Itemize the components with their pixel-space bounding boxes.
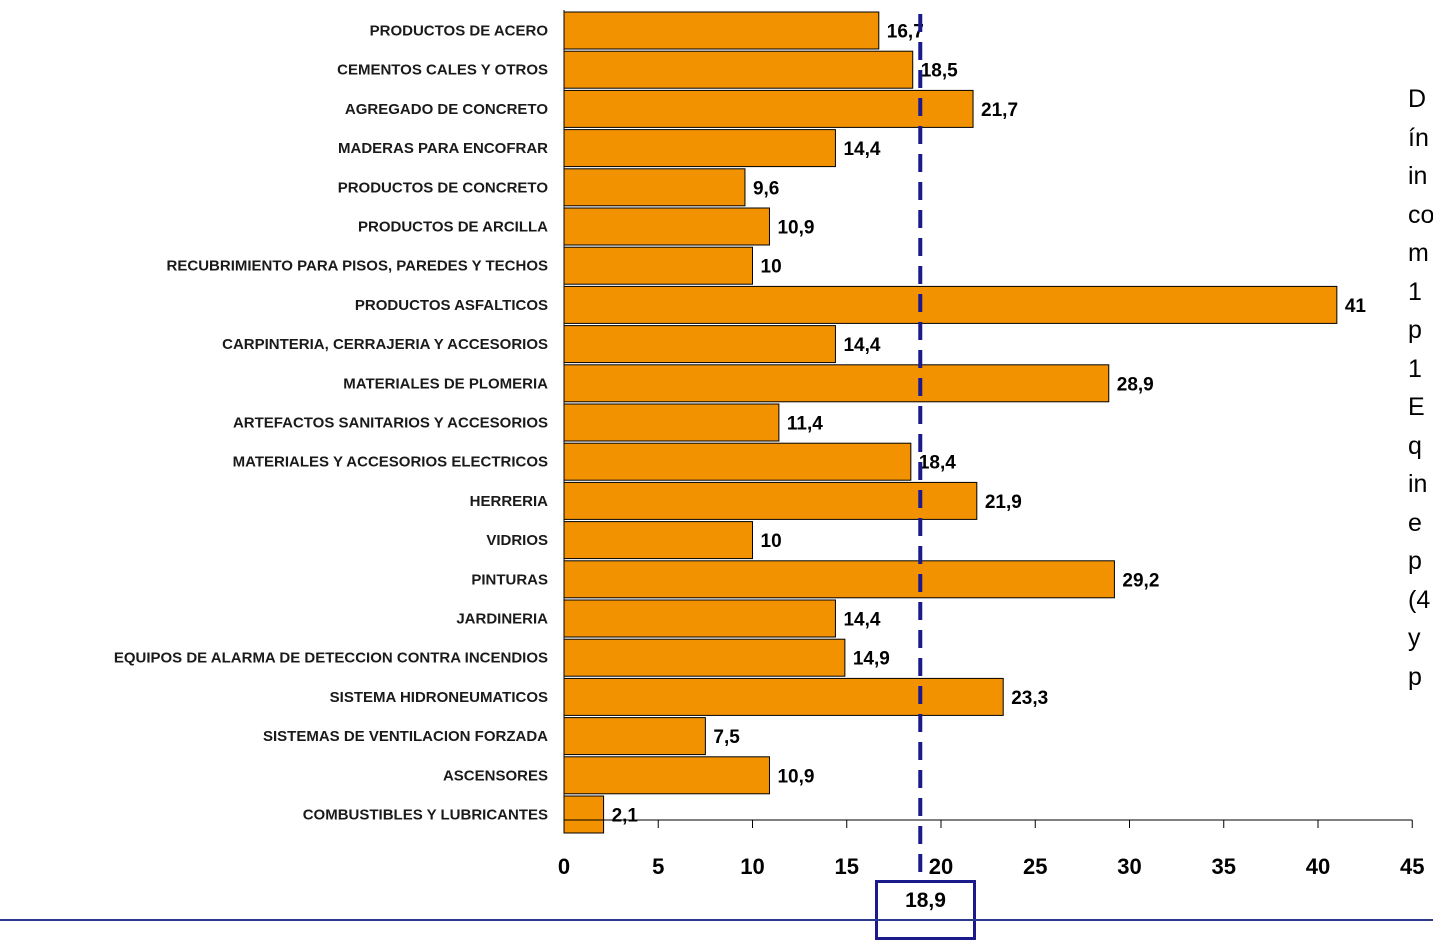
value-label: 7,5 (713, 727, 740, 748)
category-label: PRODUCTOS DE ARCILLA (358, 219, 548, 236)
category-label: MADERAS PARA ENCOFRAR (338, 140, 548, 157)
category-labels-group: PRODUCTOS DE ACERO CEMENTOS CALES Y OTROS… (114, 23, 549, 824)
category-label: SISTEMAS DE VENTILACION FORZADA (263, 728, 548, 745)
value-label: 21,7 (981, 100, 1018, 121)
category-label: COMBUSTIBLES Y LUBRICANTES (303, 807, 548, 824)
value-label: 16,7 (887, 22, 924, 43)
side-text-line: m (1408, 239, 1429, 267)
category-label: ASCENSORES (443, 767, 548, 784)
side-text-line: ín (1408, 123, 1429, 152)
value-label: 10 (761, 257, 782, 278)
category-label: PRODUCTOS DE ACERO (370, 23, 549, 40)
category-label: AGREGADO DE CONCRETO (345, 101, 548, 118)
value-label: 14,9 (853, 649, 890, 670)
bar (563, 717, 706, 756)
category-label: CEMENTOS CALES Y OTROS (337, 62, 548, 79)
bar (563, 521, 753, 560)
side-text-line: p (1408, 547, 1422, 575)
value-label: 10,9 (777, 766, 814, 787)
x-tick-label: 10 (740, 854, 764, 879)
bar (563, 442, 912, 481)
category-label: VIDRIOS (486, 532, 548, 549)
bar (563, 677, 1004, 716)
bar (563, 246, 753, 285)
value-label: 28,9 (1117, 374, 1154, 395)
x-tick-label: 45 (1400, 854, 1424, 879)
bar (563, 168, 746, 207)
bar (563, 50, 914, 89)
value-label: 18,5 (921, 61, 958, 82)
side-text-line: p (1408, 316, 1422, 344)
category-label: MATERIALES DE PLOMERIA (343, 375, 548, 392)
bars-group (563, 11, 1338, 834)
bar (563, 325, 836, 364)
x-tick-label: 30 (1117, 854, 1141, 879)
category-label: EQUIPOS DE ALARMA DE DETECCION CONTRA IN… (114, 650, 548, 667)
x-tick-label: 15 (835, 854, 859, 879)
value-label: 14,4 (843, 610, 880, 631)
category-label: PRODUCTOS DE CONCRETO (338, 179, 549, 196)
category-label: CARPINTERIA, CERRAJERIA Y ACCESORIOS (222, 336, 548, 353)
category-label: MATERIALES Y ACCESORIOS ELECTRICOS (233, 454, 548, 471)
value-label: 23,3 (1011, 688, 1048, 709)
bar (563, 756, 770, 795)
bar (563, 207, 770, 246)
x-tick-label: 0 (558, 854, 570, 879)
side-text-line: e (1408, 508, 1422, 537)
value-label: 10 (761, 531, 782, 552)
bar (563, 285, 1338, 324)
x-axis-group: 0 5 10 15 20 25 30 35 40 45 (558, 10, 1424, 879)
average-value-box: 18,9 (875, 880, 976, 940)
side-text-line: (4 (1408, 585, 1431, 614)
bar (563, 11, 880, 50)
bar (563, 403, 780, 442)
bar (563, 599, 836, 638)
value-label: 21,9 (985, 492, 1022, 513)
value-label: 29,2 (1122, 570, 1159, 591)
side-text-line: co (1408, 200, 1433, 229)
bar (563, 364, 1110, 403)
category-label: RECUBRIMIENTO PARA PISOS, PAREDES Y TECH… (167, 258, 548, 275)
side-text-line: p (1408, 662, 1422, 691)
value-label: 14,4 (843, 335, 880, 356)
bottom-rule (0, 919, 1433, 921)
value-label: 14,4 (843, 139, 880, 160)
x-tick-label: 35 (1212, 854, 1236, 879)
side-text-line: q (1408, 431, 1422, 460)
category-label: SISTEMA HIDRONEUMATICOS (330, 689, 548, 706)
side-text-line: y (1408, 624, 1421, 652)
side-text-line: in (1408, 162, 1428, 190)
category-label: HERRERIA (470, 493, 549, 510)
side-text-line: 1 (1408, 277, 1422, 306)
bar (563, 89, 974, 128)
value-label: 18,4 (919, 453, 956, 474)
value-labels-group: 16,7 18,5 21,7 14,4 9,6 10,9 10 41 14,4 28,9 11,4 1… (612, 22, 1367, 827)
category-label: JARDINERIA (456, 611, 548, 628)
category-label: PINTURAS (471, 571, 548, 588)
x-tick-label: 40 (1306, 854, 1330, 879)
bar (563, 129, 836, 168)
side-text-line: D (1408, 85, 1427, 113)
value-label: 9,6 (753, 178, 779, 199)
bar (563, 795, 605, 834)
value-label: 11,4 (787, 414, 823, 435)
bar (563, 638, 846, 677)
x-tick-label: 5 (652, 854, 664, 879)
value-label: 41 (1345, 296, 1367, 317)
side-text-line: 1 (1408, 354, 1422, 383)
bar (563, 560, 1115, 599)
category-label: PRODUCTOS ASFALTICOS (355, 297, 548, 314)
value-label: 10,9 (777, 218, 814, 239)
value-label: 2,1 (612, 806, 639, 827)
average-value-label: 18,9 (905, 889, 946, 912)
x-tick-label: 25 (1023, 854, 1047, 879)
side-text-line: E (1408, 393, 1425, 421)
bar (563, 481, 978, 520)
side-text-line: in (1408, 470, 1428, 498)
x-tick-label: 20 (929, 854, 953, 879)
category-label: ARTEFACTOS SANITARIOS Y ACCESORIOS (233, 415, 548, 432)
